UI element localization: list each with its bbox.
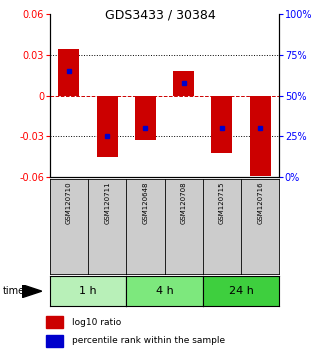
Text: 4 h: 4 h [156,286,173,296]
Bar [58,50,79,96]
Text: GSM120708: GSM120708 [181,182,187,224]
Text: time: time [3,286,25,296]
Bar [46,316,63,328]
Text: GSM120711: GSM120711 [104,182,110,224]
Bar [173,71,194,96]
Text: GSM120648: GSM120648 [143,182,148,224]
Bar [250,96,271,176]
Text: GSM120710: GSM120710 [66,182,72,224]
Text: log10 ratio: log10 ratio [73,318,122,326]
Text: GSM120715: GSM120715 [219,182,225,224]
Bar [97,96,118,157]
Text: GSM120716: GSM120716 [257,182,263,224]
Bar [135,96,156,141]
Bar [211,96,232,153]
Bar [46,335,63,347]
Text: percentile rank within the sample: percentile rank within the sample [73,336,226,345]
Text: 1 h: 1 h [79,286,97,296]
Text: GDS3433 / 30384: GDS3433 / 30384 [105,9,216,22]
Text: 24 h: 24 h [229,286,254,296]
Polygon shape [22,285,42,297]
